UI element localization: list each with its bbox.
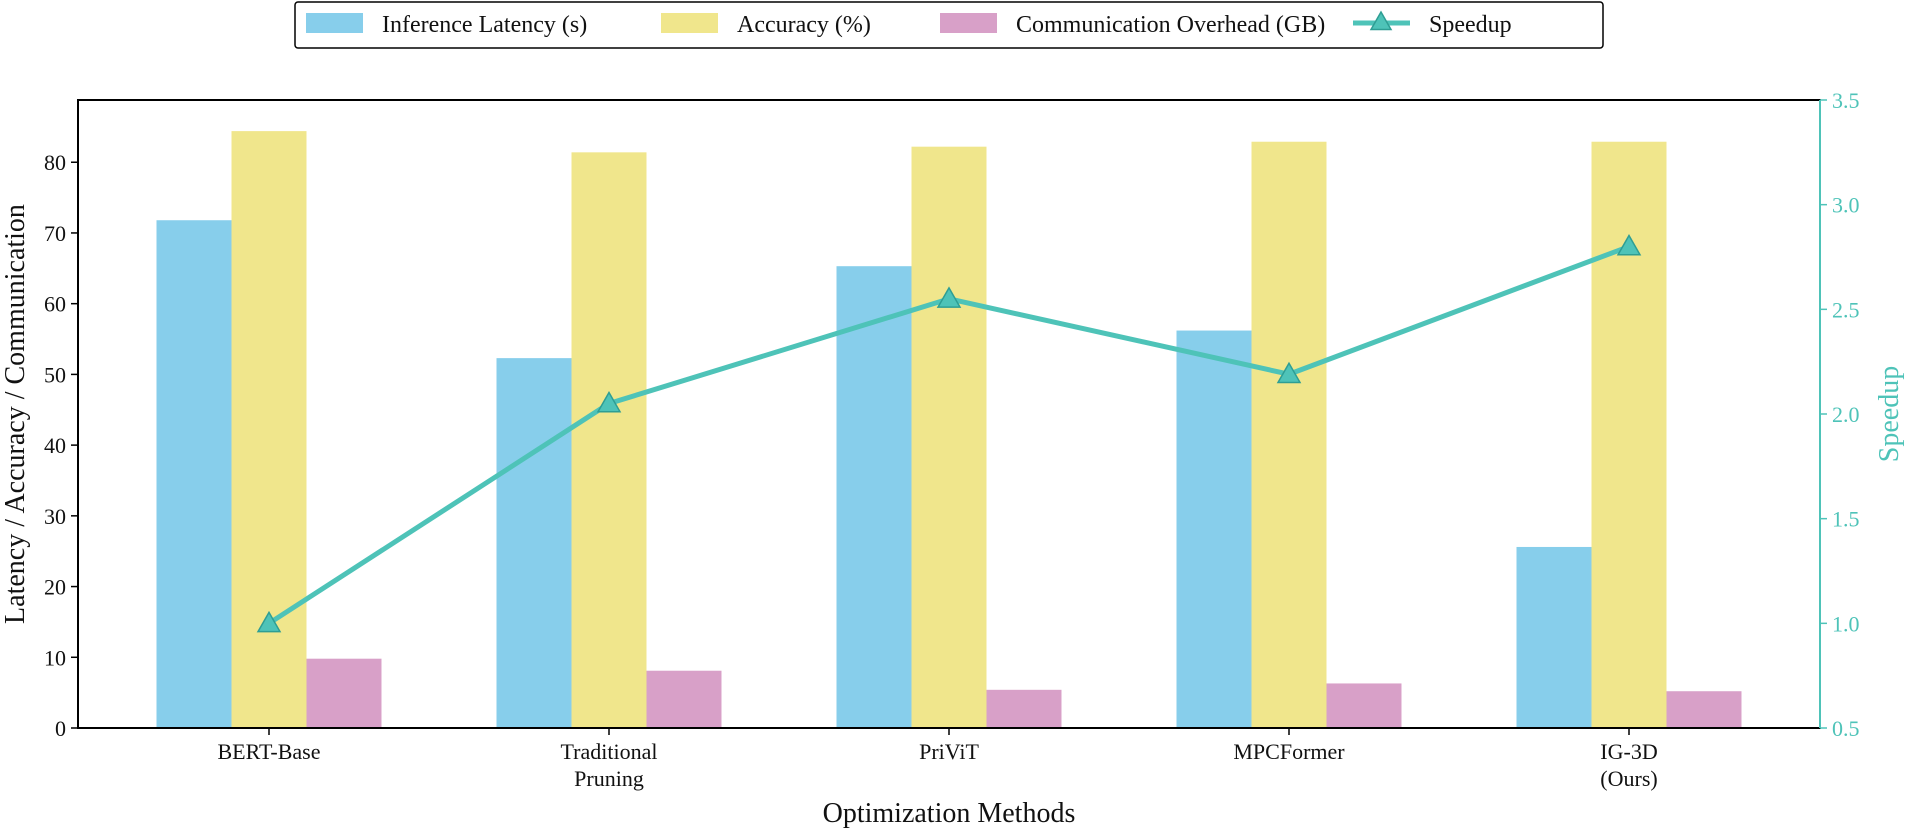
x-tick-label: (Ours)	[1600, 766, 1657, 791]
bar-accuracy-2	[911, 146, 987, 729]
right-tick-label: 2.0	[1832, 402, 1860, 427]
speedup-marker-1	[596, 391, 622, 413]
legend-swatch-communication-overhead-gb	[940, 13, 997, 33]
right-tick-label: 1.0	[1832, 611, 1860, 636]
x-tick-label: Traditional	[561, 739, 658, 764]
bar-accuracy-3	[1251, 141, 1327, 728]
x-axis-title: Optimization Methods	[823, 798, 1076, 829]
bar-communication-overhead-gb-2	[986, 689, 1062, 728]
right-tick-label: 0.5	[1832, 716, 1860, 741]
y-axis-title: Latency / Accuracy / Communication	[0, 204, 31, 624]
bar-inference-latency-s-0	[156, 220, 232, 728]
left-tick-label: 20	[44, 575, 66, 600]
legend-label-speedup: Speedup	[1429, 12, 1512, 38]
legend: Inference Latency (s) Accuracy (%) Communi…	[294, 1, 1604, 49]
plot-area: 0 10 20 30 40 50 60 70 80 0.5 1.0 1.5 2.0 2.5 3.0 3.5 BE…	[0, 88, 1905, 829]
speedup-marker-4	[1616, 234, 1642, 256]
legend-label-accuracy: Accuracy (%)	[737, 12, 871, 38]
right-tick-label: 2.5	[1832, 297, 1860, 322]
speedup-marker-2	[936, 286, 962, 308]
bar-inference-latency-s-2	[836, 266, 912, 728]
bar-accuracy-4	[1591, 141, 1667, 728]
left-tick-label: 70	[44, 221, 66, 246]
left-tick-label: 10	[44, 645, 66, 670]
speedup-marker-0	[256, 610, 282, 633]
right-tick-label: 3.0	[1832, 193, 1860, 218]
left-tick-label: 80	[44, 150, 66, 175]
left-tick-label: 0	[55, 716, 66, 741]
right-tick-label: 3.5	[1832, 88, 1860, 113]
y-axis-right-title: Speedup	[1874, 366, 1905, 462]
x-tick-label: BERT-Base	[218, 739, 321, 764]
bar-accuracy-0	[231, 131, 307, 728]
legend-label-inference-latency-s: Inference Latency (s)	[382, 12, 587, 38]
legend-swatch-accuracy	[661, 13, 718, 33]
legend-label-communication-overhead-gb: Communication Overhead (GB)	[1016, 12, 1325, 38]
x-tick-label: MPCFormer	[1233, 739, 1345, 764]
bar-communication-overhead-gb-3	[1326, 683, 1402, 728]
bar-communication-overhead-gb-0	[306, 658, 382, 728]
speedup-marker-3	[1276, 361, 1302, 384]
bar-inference-latency-s-3	[1176, 330, 1252, 728]
left-tick-label: 50	[44, 362, 66, 387]
x-tick-label: Pruning	[574, 766, 644, 791]
x-tick-label: IG-3D	[1600, 739, 1657, 764]
right-tick-label: 1.5	[1832, 507, 1860, 532]
legend-swatch-inference-latency-s	[306, 13, 363, 33]
legend-marker-speedup	[1369, 10, 1393, 31]
bar-accuracy-1	[571, 152, 647, 729]
bar-communication-overhead-gb-1	[646, 670, 722, 728]
bar-inference-latency-s-1	[496, 358, 572, 728]
left-tick-label: 30	[44, 504, 66, 529]
x-tick-label: PriViT	[919, 739, 979, 764]
bar-inference-latency-s-4	[1516, 546, 1592, 728]
bar-communication-overhead-gb-4	[1666, 691, 1742, 728]
left-tick-label: 60	[44, 292, 66, 317]
left-tick-label: 40	[44, 433, 66, 458]
